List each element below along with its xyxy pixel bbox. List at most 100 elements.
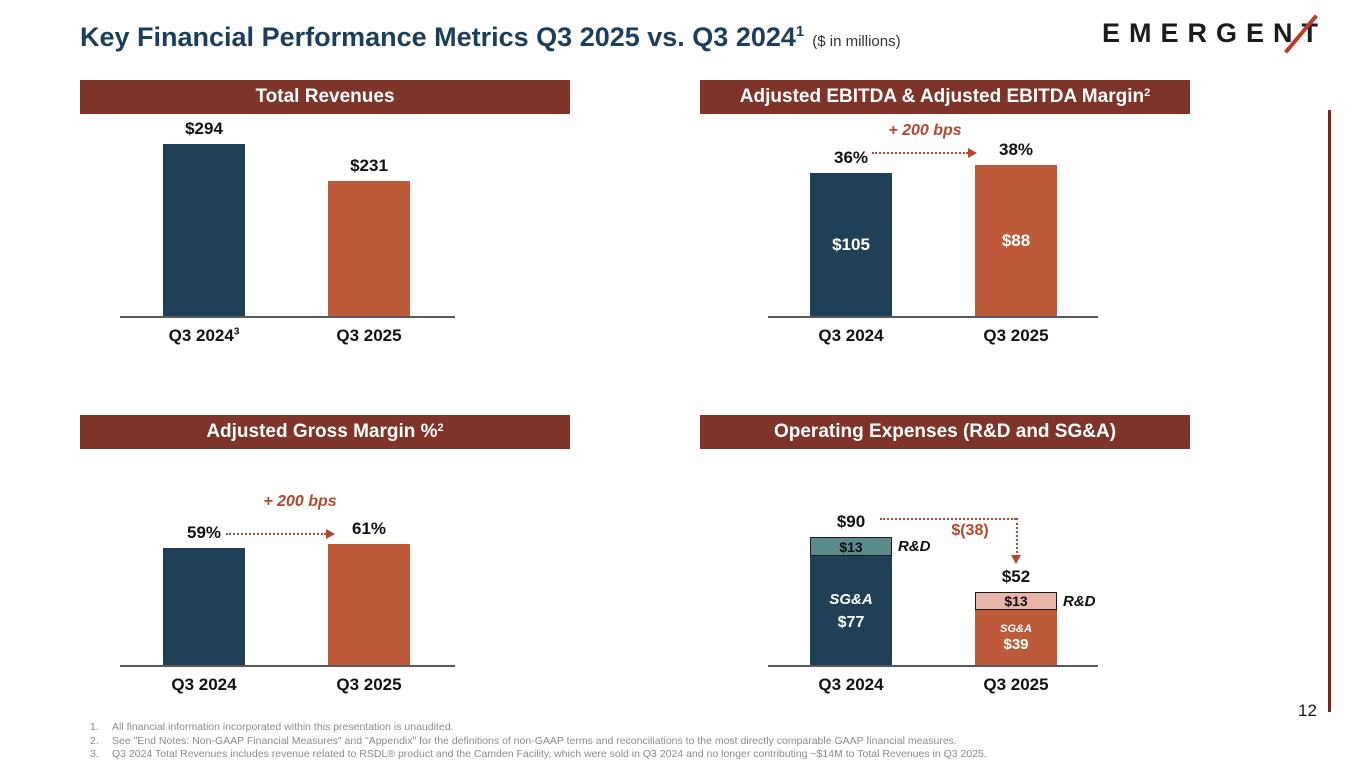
category-label-q3-2025: Q3 2025 (955, 675, 1077, 695)
category-text: Q3 2024 (171, 675, 237, 694)
rd-value-label: $13 (839, 538, 863, 555)
panel-title-text: Adjusted Gross Margin % (206, 421, 438, 442)
logo-text: EMERGENT (1101, 18, 1327, 48)
footnote-3: 3. Q3 2024 Total Revenues includes revenu… (90, 748, 1100, 762)
total-revenues-chart: $294 $231 (80, 114, 570, 318)
sgna-segment: SG&A $77 (810, 556, 892, 666)
footnote-text: Q3 2024 Total Revenues includes revenue … (112, 748, 987, 760)
category-label-q3-2025: Q3 2025 (955, 326, 1077, 346)
bar-value-label: $294 (185, 119, 223, 139)
footnote-2: 2. See "End Notes: Non-GAAP Financial Mea… (90, 735, 1100, 749)
category-label-q3-2024: Q3 2024 (790, 675, 912, 695)
bar-value-label: 59% (186, 523, 222, 542)
total-value-label: $52 (1001, 566, 1031, 586)
footnote-number: 1. (90, 721, 99, 733)
bar-opex-q3-2024: $90 $13 R&D SG&A $77 (810, 512, 931, 666)
panel-title-operating-expenses: Operating Expenses (R&D and SG&A) (700, 415, 1190, 449)
bar-rect-navy (163, 548, 245, 666)
category-label-q3-2024: Q3 2024 (143, 675, 265, 695)
category-text: Q3 2025 (983, 326, 1049, 345)
panel-title-total-revenues: Total Revenues (80, 80, 570, 114)
panel-title-superscript: 2 (437, 421, 444, 434)
category-text: Q3 2024 (818, 675, 884, 694)
bar-rect-navy (163, 144, 245, 317)
bar-value-label: 61% (351, 519, 387, 538)
footnote-number: 2. (90, 734, 99, 747)
category-text: Q3 2024 (818, 326, 884, 345)
units-note: ($ in millions) (812, 33, 901, 50)
title-superscript: 1 (795, 23, 805, 40)
bar-total-revenues-q3-2025: $231 (328, 156, 410, 317)
ebitda-value-label: $88 (1001, 231, 1031, 250)
panel-adjusted-gross-margin: Adjusted Gross Margin % 2 + 200 bps 59% 6… (80, 415, 570, 707)
x-axis (120, 316, 455, 318)
dotted-arrow-line (872, 152, 968, 154)
bps-annotation: + 200 bps (888, 122, 962, 139)
sgna-name-label: SG&A (829, 590, 873, 608)
panel-title-adjusted-ebitda: Adjusted EBITDA & Adjusted EBITDA Margin… (700, 80, 1190, 114)
margin-label: 38% (998, 140, 1034, 159)
category-text: Q3 2025 (336, 326, 402, 345)
arrow-head-right-icon (968, 148, 977, 158)
page-number: 12 (1298, 701, 1317, 720)
rd-value-label: $13 (1004, 593, 1028, 610)
rd-tag: R&D (1063, 592, 1096, 610)
adjusted-ebitda-chart: + 200 bps 36% $105 38% $88 (700, 114, 1190, 318)
bar-ebitda-q3-2025: 38% $88 (975, 140, 1057, 317)
panel-title-superscript: 2 (1144, 86, 1151, 99)
dotted-elbow-line-horizontal (880, 518, 1016, 520)
emergent-logo: EMERGENT (1101, 14, 1327, 54)
bar-gross-margin-q3-2025: 61% (328, 519, 410, 666)
ebitda-value-label: $105 (832, 235, 870, 254)
dotted-arrow-line (226, 533, 326, 535)
footnote-text: All financial information incorporated w… (112, 721, 454, 733)
x-axis (768, 665, 1098, 667)
footnote-1: 1. All financial information incorporated… (90, 721, 1100, 735)
bar-rect-rust (328, 181, 410, 317)
panel-total-revenues: Total Revenues $294 $231 Q3 20243 Q3 202… (80, 80, 570, 372)
sgna-name-label: SG&A (1000, 623, 1032, 636)
bps-annotation: + 200 bps (263, 493, 337, 510)
bar-gross-margin-q3-2024: 59% (163, 523, 245, 666)
rd-tag: R&D (898, 538, 931, 556)
footnote-number: 3. (90, 748, 99, 760)
panel-title-text: Adjusted EBITDA & Adjusted EBITDA Margin (739, 86, 1145, 107)
margin-label: 36% (833, 148, 869, 167)
footnote-text: See "End Notes: Non-GAAP Financial Measu… (112, 734, 957, 747)
operating-expenses-chart: $(38) $90 $13 R&D SG&A $77 $52 $13 R&D (700, 449, 1190, 667)
panel-title-text: Total Revenues (255, 86, 395, 107)
total-value-label: $90 (836, 512, 866, 532)
x-axis (120, 665, 455, 667)
category-text: Q3 2025 (336, 675, 402, 694)
x-axis (768, 316, 1098, 318)
category-superscript: 3 (233, 326, 240, 338)
category-text: Q3 2024 (168, 326, 234, 345)
bar-rect-rust: $88 (975, 165, 1057, 317)
arrow-head-down-icon (1011, 555, 1021, 564)
title-text: Key Financial Performance Metrics Q3 202… (80, 22, 796, 52)
bar-opex-q3-2025: $52 $13 R&D SG&A $39 (975, 567, 1096, 666)
category-label-q3-2024: Q3 20243 (143, 326, 265, 346)
bar-total-revenues-q3-2024: $294 (163, 119, 245, 317)
bar-rect-navy: $105 (810, 173, 892, 317)
panel-title-adjusted-gross-margin: Adjusted Gross Margin % 2 (80, 415, 570, 449)
panel-operating-expenses: Operating Expenses (R&D and SG&A) $(38) … (700, 415, 1190, 707)
bar-ebitda-q3-2024: 36% $105 (810, 148, 892, 317)
sgna-value-label: $77 (837, 613, 865, 631)
right-accent-line (1328, 110, 1331, 712)
panel-adjusted-ebitda: Adjusted EBITDA & Adjusted EBITDA Margin… (700, 80, 1190, 372)
arrow-head-right-icon (326, 529, 335, 539)
delta-annotation: $(38) (951, 522, 989, 539)
sgna-value-label: $39 (1003, 636, 1029, 654)
bar-rect-rust (328, 544, 410, 666)
dotted-elbow-line-vertical (1016, 518, 1018, 557)
category-label-q3-2025: Q3 2025 (308, 326, 430, 346)
category-label-q3-2025: Q3 2025 (308, 675, 430, 695)
sgna-segment: SG&A $39 (975, 610, 1057, 666)
category-label-q3-2024: Q3 2024 (790, 326, 912, 346)
page-title: Key Financial Performance Metrics Q3 202… (80, 22, 901, 53)
panel-title-text: Operating Expenses (R&D and SG&A) (773, 421, 1117, 442)
rd-segment: $13 R&D (975, 591, 1096, 611)
rd-segment: $13 R&D (810, 537, 931, 556)
